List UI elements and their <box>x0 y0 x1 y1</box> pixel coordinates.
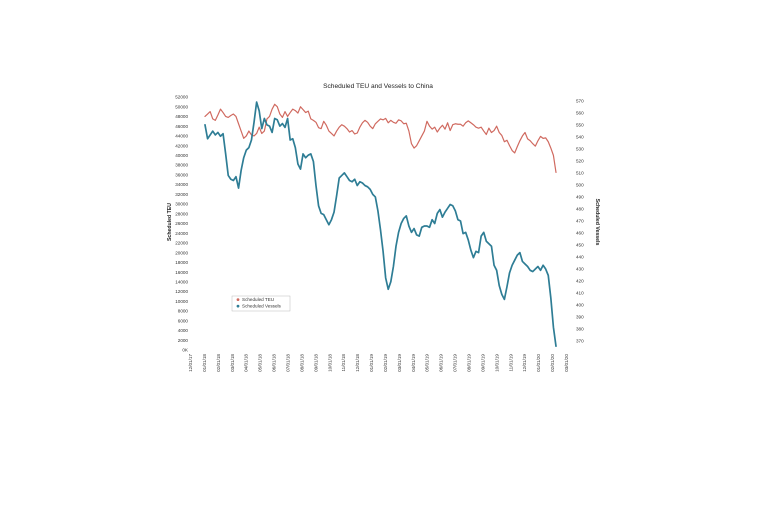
x-tick: 06/01/19 <box>439 354 444 372</box>
y-right-tick: 390 <box>576 315 584 320</box>
x-tick: 05/01/18 <box>258 354 263 372</box>
y-left-tick: 40000 <box>175 153 188 158</box>
y-left-tick: 0K <box>182 348 189 353</box>
y-left-tick: 4000 <box>178 328 189 333</box>
y-right-tick: 480 <box>576 207 584 212</box>
y-left-tick: 22000 <box>175 241 188 246</box>
y-axis-left-label: Scheduled TEU <box>167 203 173 241</box>
y-left-tick: 42000 <box>175 143 188 148</box>
y-left-tick: 16000 <box>175 270 188 275</box>
y-left-tick: 52000 <box>175 95 188 100</box>
x-tick: 03/01/19 <box>397 354 402 372</box>
legend-marker <box>236 298 240 301</box>
y-left-tick: 48000 <box>175 114 188 119</box>
x-tick: 02/01/20 <box>550 354 555 372</box>
series-lines <box>204 101 557 348</box>
legend-label: Scheduled TEU <box>242 297 274 302</box>
y-left-tick: 50000 <box>175 104 188 109</box>
y-right-tick: 370 <box>576 339 584 344</box>
y-right-tick: 430 <box>576 267 584 272</box>
y-left-tick: 24000 <box>175 231 188 236</box>
y-left-tick: 10000 <box>175 299 188 304</box>
y-left-tick: 20000 <box>175 250 188 255</box>
x-tick: 09/01/18 <box>313 354 318 372</box>
x-tick: 08/01/19 <box>467 354 472 372</box>
y-right-tick: 550 <box>576 123 584 128</box>
x-tick: 02/01/18 <box>216 354 221 372</box>
y-right-tick: 500 <box>576 183 584 188</box>
series-line-scheduled-vessels <box>204 101 557 348</box>
y-left-tick: 6000 <box>178 318 189 323</box>
x-tick: 01/01/20 <box>536 354 541 372</box>
x-tick-labels: 12/01/17 01/01/18 02/01/18 03/01/18 04/01/18… <box>188 354 569 372</box>
y-left-tick: 44000 <box>175 134 188 139</box>
y-left-tick: 26000 <box>175 221 188 226</box>
x-tick: 05/01/19 <box>425 354 430 372</box>
x-tick: 04/01/19 <box>411 354 416 372</box>
x-tick: 06/01/18 <box>272 354 277 372</box>
y-right-tick: 440 <box>576 255 584 260</box>
y-right-tick: 410 <box>576 291 584 296</box>
y-left-tick: 46000 <box>175 124 188 129</box>
y-left-tick: 2000 <box>178 338 189 343</box>
x-tick: 07/01/19 <box>453 354 458 372</box>
x-tick: 10/01/18 <box>327 354 332 372</box>
x-tick: 01/01/19 <box>369 354 374 372</box>
y-axis-right-label: Scheduled Vessels <box>594 199 600 246</box>
y-right-tick: 400 <box>576 303 584 308</box>
y-left-tick: 32000 <box>175 192 188 197</box>
series-line-scheduled-teu <box>204 103 557 174</box>
legend-marker <box>236 304 240 308</box>
y-left-tick: 28000 <box>175 211 188 216</box>
x-tick: 09/01/19 <box>480 354 485 372</box>
y-right-tick: 560 <box>576 111 584 116</box>
y-left-tick: 38000 <box>175 163 188 168</box>
legend[interactable]: Scheduled TEU Scheduled Vessels <box>231 295 291 312</box>
y-right-tick: 380 <box>576 327 584 332</box>
x-tick: 10/01/19 <box>494 354 499 372</box>
y-left-tick-labels: 0K 2000 4000 6000 8000 10000 12000 14000 16000 18… <box>175 95 189 353</box>
y-right-tick: 530 <box>576 147 584 152</box>
y-right-tick: 470 <box>576 219 584 224</box>
y-right-tick: 450 <box>576 243 584 248</box>
y-right-tick: 510 <box>576 171 584 176</box>
y-left-tick: 12000 <box>175 289 188 294</box>
x-tick: 12/01/18 <box>355 354 360 372</box>
y-right-tick: 570 <box>576 99 584 104</box>
y-right-tick: 540 <box>576 135 584 140</box>
y-left-tick: 18000 <box>175 260 188 265</box>
x-tick: 08/01/18 <box>299 354 304 372</box>
x-tick: 11/01/19 <box>508 354 513 372</box>
x-tick: 11/01/18 <box>341 354 346 372</box>
y-right-tick: 520 <box>576 159 584 164</box>
x-tick: 04/01/18 <box>244 354 249 372</box>
y-right-tick: 420 <box>576 279 584 284</box>
x-tick: 01/01/18 <box>202 354 207 372</box>
y-right-tick: 460 <box>576 231 584 236</box>
x-tick: 12/01/19 <box>522 354 527 372</box>
y-left-tick: 14000 <box>175 279 188 284</box>
legend-label: Scheduled Vessels <box>242 304 282 309</box>
x-tick: 03/01/20 <box>564 354 569 372</box>
y-left-tick: 30000 <box>175 202 188 207</box>
y-left-tick: 34000 <box>175 182 188 187</box>
y-right-tick: 490 <box>576 195 584 200</box>
x-tick: 03/01/18 <box>230 354 235 372</box>
legend-box <box>231 295 291 312</box>
chart-title: Scheduled TEU and Vessels to China <box>323 83 433 90</box>
x-tick: 12/01/17 <box>188 354 193 372</box>
y-left-tick: 36000 <box>175 172 188 177</box>
x-tick: 07/01/18 <box>285 354 290 372</box>
y-left-tick: 8000 <box>178 309 189 314</box>
y-right-tick-labels: 370 380 390 400 410 420 430 440 450 460 470 480 490 5… <box>576 99 584 344</box>
x-tick: 02/01/19 <box>383 354 388 372</box>
